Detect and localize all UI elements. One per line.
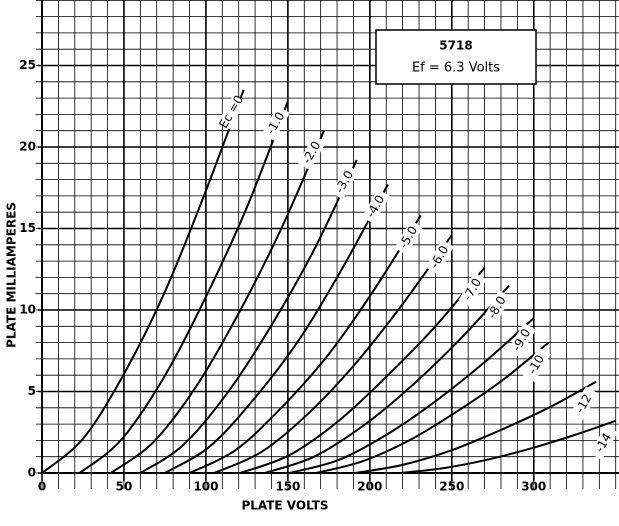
y-axis-label: PLATE MILLIAMPERES bbox=[5, 202, 19, 348]
y-tick-label: 25 bbox=[19, 58, 36, 72]
plate-curve bbox=[164, 184, 389, 474]
x-tick-label: 0 bbox=[38, 480, 46, 494]
x-tick-label: 300 bbox=[521, 480, 546, 494]
curves bbox=[41, 89, 617, 474]
curve-label-bg bbox=[330, 164, 359, 200]
x-tick-label: 100 bbox=[193, 480, 218, 494]
curve-label-bg bbox=[261, 106, 290, 141]
plate-curve bbox=[240, 266, 486, 474]
plate-curve bbox=[400, 419, 617, 474]
plate-curve bbox=[354, 380, 597, 474]
x-tick-label: 200 bbox=[357, 480, 382, 494]
plate-curve bbox=[139, 159, 358, 474]
plate-curve bbox=[110, 130, 325, 474]
curve-label-bg bbox=[394, 220, 423, 255]
x-tick-label: 150 bbox=[275, 480, 300, 494]
grid bbox=[36, 0, 619, 489]
curve-label-bg bbox=[522, 347, 551, 382]
plate-curve bbox=[213, 234, 453, 474]
x-tick-label: 50 bbox=[116, 480, 133, 494]
curve-label-bg bbox=[483, 290, 512, 325]
plate-curve bbox=[264, 284, 510, 474]
plate-curve bbox=[41, 89, 245, 474]
x-axis-label: PLATE VOLTS bbox=[241, 499, 328, 513]
y-tick-label: 5 bbox=[28, 384, 36, 398]
curve-label-bg bbox=[589, 425, 618, 461]
curve-label-bg bbox=[569, 386, 599, 422]
curve-label-bg bbox=[297, 135, 327, 171]
curve-label-bg bbox=[361, 189, 390, 224]
y-tick-label: 15 bbox=[19, 221, 36, 235]
y-tick-label: 0 bbox=[28, 466, 36, 480]
curve-label-bg bbox=[425, 239, 454, 275]
plate-curve bbox=[315, 341, 550, 474]
plate-curve bbox=[289, 317, 535, 474]
heater-voltage: Ef = 6.3 Volts bbox=[412, 61, 500, 76]
tube-type: 5718 bbox=[439, 39, 472, 53]
curve-label-bg bbox=[507, 322, 536, 358]
x-tick-label: 250 bbox=[439, 480, 464, 494]
curve-label-bg bbox=[458, 272, 487, 307]
plate-curve bbox=[79, 100, 289, 474]
y-tick-label: 20 bbox=[19, 140, 36, 154]
plate-curve bbox=[189, 214, 422, 474]
curve-label-bg bbox=[217, 94, 246, 130]
y-tick-label: 10 bbox=[19, 303, 36, 317]
annotation-box bbox=[375, 29, 537, 85]
